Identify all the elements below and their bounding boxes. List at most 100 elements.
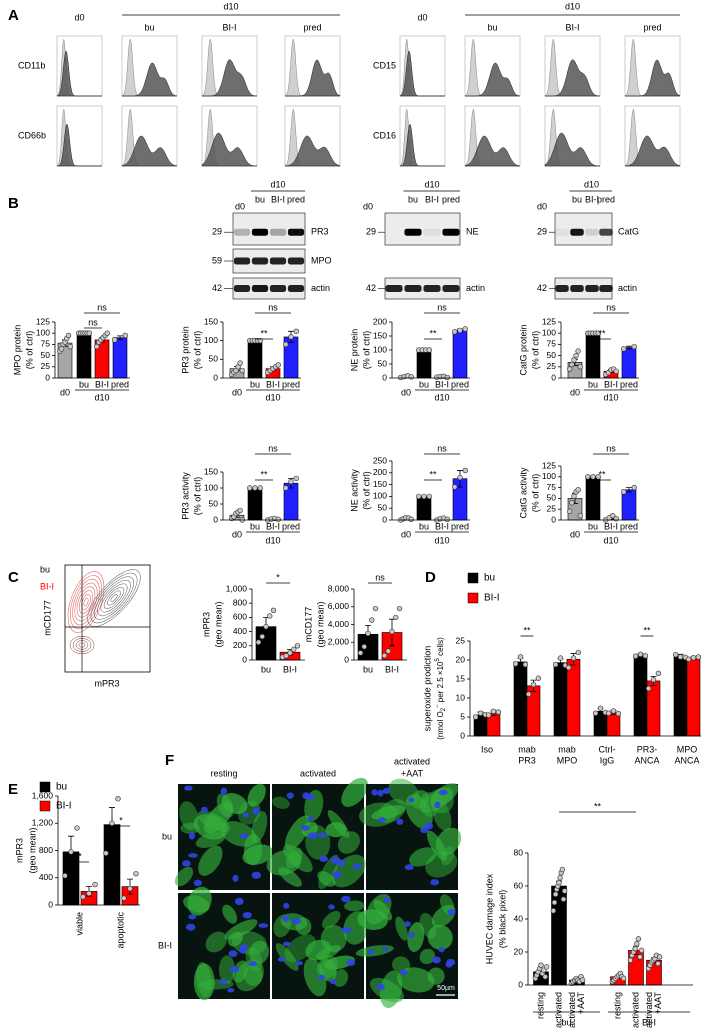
nucleus bbox=[307, 816, 314, 822]
nucleus bbox=[328, 904, 335, 910]
nucleus bbox=[248, 961, 258, 967]
data-point bbox=[472, 714, 479, 720]
y-tick-label: 100 bbox=[373, 344, 387, 354]
legend-label: bu bbox=[56, 782, 67, 793]
data-point bbox=[577, 512, 583, 519]
treatment-label: pred bbox=[442, 194, 460, 204]
data-point bbox=[638, 947, 645, 954]
cell bbox=[317, 871, 336, 887]
column-label: resting bbox=[210, 768, 237, 778]
y-tick-label: 125 bbox=[542, 460, 556, 470]
group-label: d10 bbox=[434, 392, 449, 402]
contour bbox=[90, 572, 138, 624]
x-tick-label: mab bbox=[518, 744, 536, 754]
x-tick-label: activated bbox=[630, 992, 640, 1028]
band bbox=[251, 285, 269, 292]
data-point bbox=[112, 337, 118, 343]
x-tick-label: BI-I bbox=[435, 379, 449, 389]
y-tick-label: 250 bbox=[373, 455, 387, 465]
significance-label: ** bbox=[260, 328, 268, 338]
group-label: d10 bbox=[94, 392, 109, 402]
contour bbox=[110, 594, 118, 602]
data-point bbox=[293, 475, 299, 482]
treatment-label: bu bbox=[144, 22, 154, 32]
legend-swatch bbox=[39, 781, 51, 793]
y-tick-label: 50 bbox=[547, 493, 557, 503]
y-tick-label: 40 bbox=[514, 913, 524, 923]
y-axis-label: CatG protein bbox=[518, 324, 528, 375]
data-point bbox=[621, 489, 627, 495]
data-point bbox=[462, 326, 468, 332]
x-tick-label: +AAT bbox=[653, 992, 663, 1015]
cell bbox=[205, 931, 228, 953]
x-tick-label: MPO bbox=[557, 755, 578, 765]
contour bbox=[87, 569, 141, 627]
data-point bbox=[672, 651, 679, 658]
data-point bbox=[255, 639, 262, 645]
data-point bbox=[291, 646, 297, 653]
y-tick-label: 800 bbox=[39, 845, 53, 855]
data-point bbox=[237, 507, 243, 514]
data-point bbox=[567, 508, 573, 515]
y-tick-label: 75 bbox=[547, 482, 557, 492]
treatment-label: pred bbox=[287, 194, 305, 204]
data-point bbox=[109, 820, 115, 826]
data-point bbox=[65, 332, 72, 339]
micrograph bbox=[358, 778, 462, 890]
band bbox=[251, 257, 269, 265]
bar bbox=[76, 332, 92, 379]
y-tick-label: 150 bbox=[204, 466, 218, 476]
x-tick-label: viable bbox=[74, 912, 84, 936]
cell bbox=[327, 810, 350, 839]
cell bbox=[320, 925, 347, 953]
data-point bbox=[283, 653, 289, 659]
nucleus bbox=[346, 959, 356, 967]
nucleus bbox=[252, 807, 260, 815]
band bbox=[442, 228, 460, 236]
nucleus bbox=[317, 832, 328, 838]
row-label: bu bbox=[162, 831, 172, 841]
nucleus bbox=[242, 812, 249, 818]
sample-histogram bbox=[285, 59, 341, 97]
data-point bbox=[457, 474, 463, 481]
nucleus bbox=[228, 950, 238, 958]
nucleus bbox=[181, 860, 191, 867]
data-point bbox=[632, 653, 639, 659]
row-label: BI-I bbox=[158, 940, 172, 950]
nucleus bbox=[420, 827, 429, 834]
error-bar bbox=[626, 345, 632, 350]
data-point bbox=[357, 650, 364, 656]
mw-label: 29 bbox=[212, 227, 222, 237]
data-point bbox=[444, 374, 450, 381]
y-tick-label: 8,000 bbox=[328, 583, 350, 593]
data-point bbox=[103, 850, 109, 856]
band bbox=[555, 285, 569, 292]
panel-letter: E bbox=[8, 781, 18, 798]
marker-label: CD16 bbox=[373, 130, 396, 140]
significance-label: * bbox=[276, 572, 280, 582]
data-point bbox=[444, 516, 450, 522]
x-tick-label: PR3 bbox=[518, 755, 536, 765]
y-tick-label: 100 bbox=[542, 327, 556, 337]
data-point bbox=[552, 661, 559, 668]
data-point bbox=[416, 493, 422, 500]
data-point bbox=[287, 650, 293, 656]
nucleus bbox=[302, 792, 310, 800]
micrograph bbox=[266, 777, 369, 890]
x-tick-label: activated bbox=[553, 992, 563, 1028]
cell bbox=[224, 919, 258, 940]
mw-label: 59 bbox=[212, 255, 222, 265]
x-tick-label: d0 bbox=[401, 387, 411, 397]
x-tick-label: d0 bbox=[401, 529, 411, 539]
legend-swatch bbox=[467, 572, 479, 584]
y-tick-label: 100 bbox=[204, 482, 218, 492]
data-point bbox=[127, 885, 133, 892]
x-tick-label: BI-I bbox=[604, 521, 618, 531]
data-point bbox=[293, 328, 299, 335]
timepoint-label: d10 bbox=[424, 179, 439, 189]
timepoint-label: d10 bbox=[270, 179, 285, 189]
y-tick-label: 600 bbox=[233, 612, 247, 622]
nucleus bbox=[193, 879, 202, 887]
data-point bbox=[631, 484, 637, 491]
column-label: activated bbox=[300, 768, 336, 778]
